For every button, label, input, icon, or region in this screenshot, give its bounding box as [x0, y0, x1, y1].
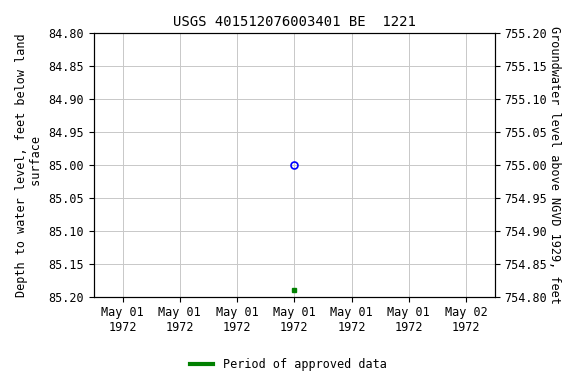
Title: USGS 401512076003401 BE  1221: USGS 401512076003401 BE 1221	[173, 15, 416, 29]
Legend: Period of approved data: Period of approved data	[185, 354, 391, 376]
Y-axis label: Depth to water level, feet below land
 surface: Depth to water level, feet below land su…	[15, 33, 43, 297]
Y-axis label: Groundwater level above NGVD 1929, feet: Groundwater level above NGVD 1929, feet	[548, 26, 561, 304]
